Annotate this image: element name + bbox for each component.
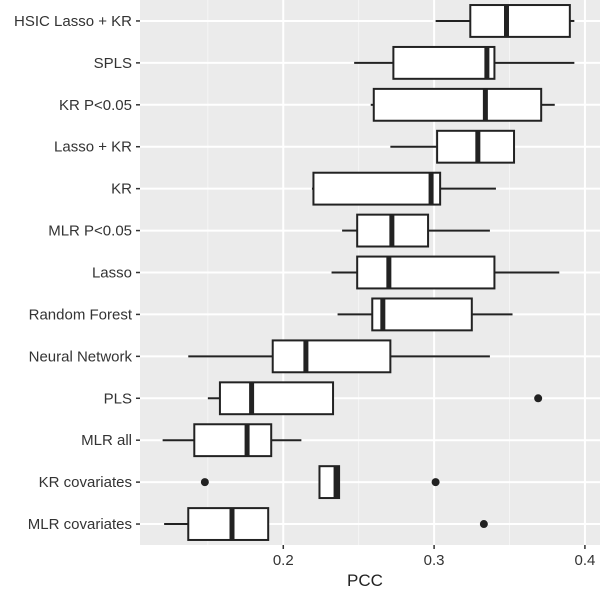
y-tick-label: KR: [111, 181, 132, 198]
x-axis-ticks: 0.2 0.3 0.4: [273, 545, 595, 569]
box-group: [162, 423, 302, 458]
y-tick-label: MLR all: [81, 432, 132, 449]
outlier-point: [534, 394, 543, 403]
y-tick-label: MLR covariates: [28, 516, 132, 533]
y-tick-label: Lasso: [92, 265, 132, 282]
box-group: [188, 339, 490, 374]
box-iqr: [218, 381, 335, 416]
y-tick-label: Lasso + KR: [54, 139, 132, 156]
category-labels: HSIC Lasso + KR SPLS KR P<0.05 Lasso + KR KR…: [14, 13, 140, 533]
x-tick-label: 0.4: [574, 552, 595, 569]
box-group: [164, 507, 488, 541]
outlier-point: [431, 478, 440, 487]
box-iqr: [312, 171, 442, 206]
y-tick-label: MLR P<0.05: [48, 223, 132, 240]
y-tick-label: KR P<0.05: [59, 97, 132, 114]
box-iqr: [372, 87, 543, 122]
box-group: [354, 45, 575, 80]
box-iqr: [187, 507, 270, 541]
box-group: [200, 465, 440, 500]
box-group: [342, 213, 490, 248]
box-group: [390, 129, 516, 164]
x-axis-title: PCC: [347, 571, 383, 590]
box-group: [435, 4, 575, 38]
y-tick-label: SPLS: [94, 55, 132, 72]
box-group: [370, 87, 555, 122]
y-tick-label: KR covariates: [39, 474, 132, 491]
box-iqr: [271, 339, 392, 374]
box-iqr: [193, 423, 273, 458]
box-group: [311, 171, 496, 206]
y-tick-label: Neural Network: [29, 348, 133, 365]
box-iqr: [469, 4, 571, 38]
y-tick-label: PLS: [104, 390, 132, 407]
box-iqr: [356, 255, 496, 290]
box-iqr: [371, 297, 473, 332]
y-tick-label: Random Forest: [29, 306, 133, 323]
box-group: [207, 381, 543, 416]
outlier-point: [200, 478, 209, 487]
box-group: [337, 297, 513, 332]
boxes: [162, 4, 575, 541]
box-iqr: [392, 45, 496, 80]
x-tick-label: 0.2: [273, 552, 294, 569]
box-group: [331, 255, 560, 290]
y-tick-label: HSIC Lasso + KR: [14, 13, 132, 30]
outlier-point: [479, 520, 488, 529]
x-tick-label: 0.3: [424, 552, 445, 569]
